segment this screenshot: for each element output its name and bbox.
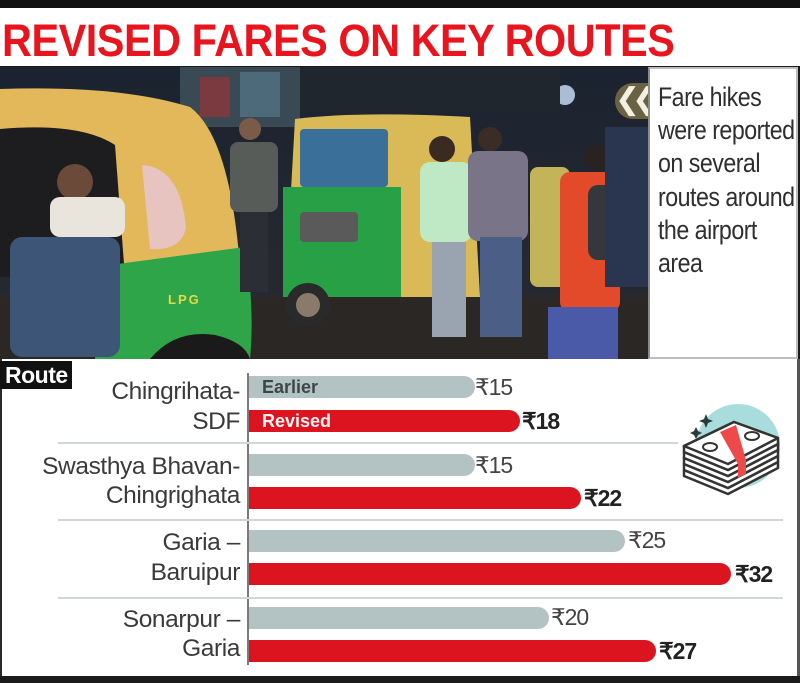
row-separator <box>58 442 678 444</box>
route-label-line2: SDF <box>192 408 240 435</box>
route-label-line1: Garia – <box>162 529 240 556</box>
route-label-line1: Sonarpur – <box>122 606 241 633</box>
route-header: Route <box>0 361 72 389</box>
bar-earlier <box>249 607 549 629</box>
route-label-line2: Baruipur <box>150 559 241 586</box>
value-revised: ₹18 <box>522 408 560 434</box>
money-stack-icon <box>682 404 780 496</box>
route-label-line2: Chingrighata <box>105 482 241 509</box>
value-revised: ₹32 <box>735 561 773 587</box>
bottom-border <box>0 676 800 683</box>
bar-earlier: Earlier <box>249 376 475 398</box>
value-revised: ₹22 <box>584 485 622 511</box>
svg-text:LPG: LPG <box>168 292 201 307</box>
route-label-line1: Swasthya Bhavan- <box>42 453 240 480</box>
bar-revised: Revised <box>249 410 520 432</box>
row-separator <box>58 597 783 599</box>
bar-revised <box>249 487 581 509</box>
auto-rickshaw-photo: LPG <box>0 67 648 359</box>
route-label-line2: Garia <box>182 635 240 662</box>
news-photo: LPG <box>0 67 648 359</box>
value-earlier: ₹25 <box>628 527 666 553</box>
legend-earlier: Earlier <box>262 377 319 397</box>
value-revised: ₹27 <box>659 638 697 664</box>
bar-revised <box>249 563 731 585</box>
value-earlier: ₹20 <box>551 604 589 630</box>
caption-text: Fare hikes were reported on several rout… <box>658 82 795 279</box>
caption-panel: Fare hikes were reported on several rout… <box>648 67 798 359</box>
value-earlier: ₹15 <box>475 374 513 400</box>
route-label-line1: Chingrihata- <box>111 378 240 405</box>
value-earlier: ₹15 <box>475 452 513 478</box>
top-border <box>0 0 800 8</box>
bar-revised <box>249 640 656 662</box>
chart-title: REVISED FARES ON KEY ROUTES <box>2 15 675 66</box>
bar-earlier <box>249 530 625 552</box>
title-band: REVISED FARES ON KEY ROUTES <box>0 8 800 66</box>
legend-revised: Revised <box>262 411 332 431</box>
bar-earlier <box>249 454 475 476</box>
row-separator <box>58 519 783 521</box>
